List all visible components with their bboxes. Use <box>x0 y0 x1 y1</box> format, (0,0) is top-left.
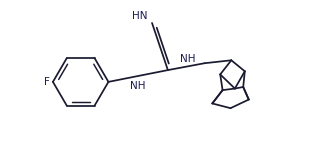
Text: NH: NH <box>180 54 196 64</box>
Text: F: F <box>44 77 50 87</box>
Text: NH: NH <box>130 81 146 91</box>
Text: HN: HN <box>132 11 147 21</box>
